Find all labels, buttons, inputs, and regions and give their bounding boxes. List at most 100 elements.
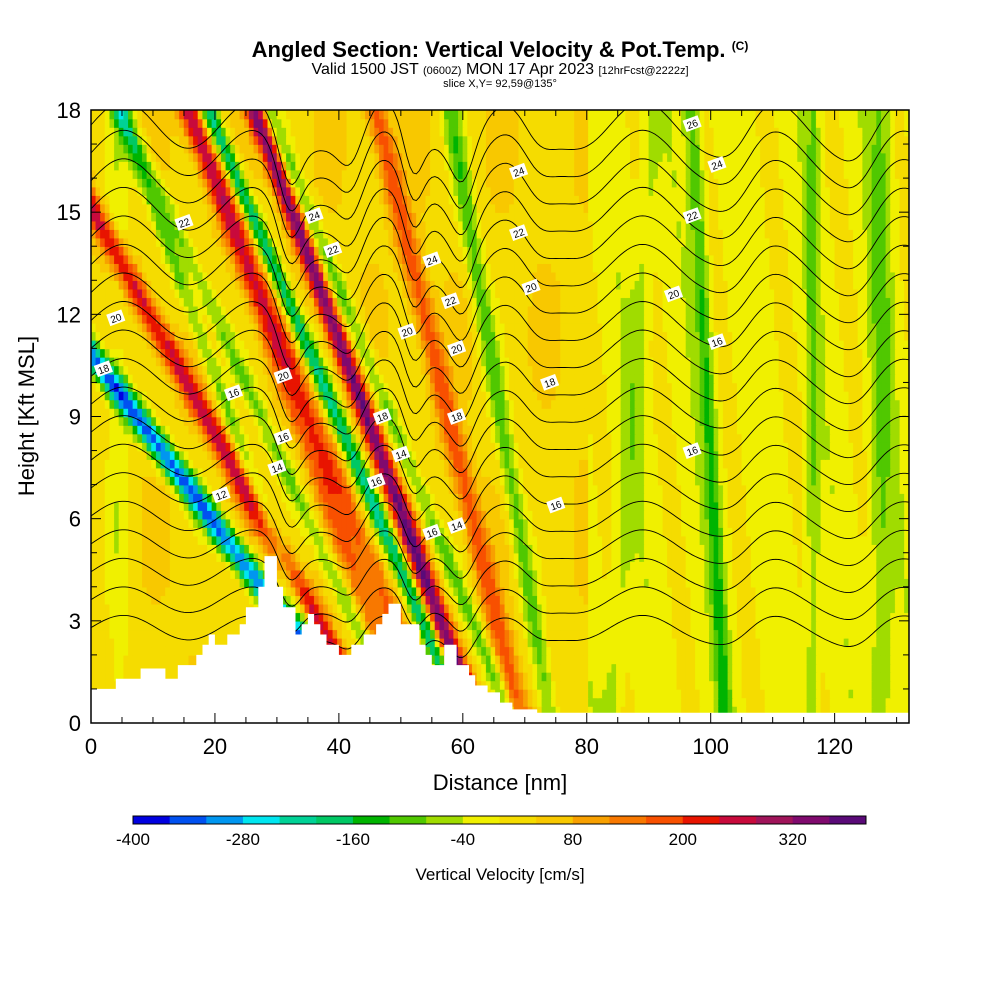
field-cell	[462, 561, 469, 571]
field-cell	[704, 697, 710, 707]
field-cell	[518, 578, 524, 588]
field-cell	[183, 595, 190, 605]
field-cell	[662, 629, 669, 639]
field-cell	[597, 492, 603, 503]
field-cell	[499, 518, 506, 528]
field-cell	[820, 492, 827, 503]
field-cell	[801, 629, 808, 639]
field-cell	[643, 518, 650, 528]
field-cell	[741, 561, 748, 571]
field-cell	[485, 569, 492, 580]
field-cell	[815, 697, 822, 707]
field-cell	[620, 663, 627, 673]
field-cell	[732, 544, 738, 554]
field-cell	[867, 671, 873, 682]
field-cell	[792, 518, 799, 528]
field-cell	[788, 646, 794, 656]
field-cell	[379, 535, 385, 545]
field-cell	[365, 518, 371, 528]
field-cell	[365, 501, 371, 511]
field-cell	[797, 697, 803, 707]
field-cell	[755, 629, 762, 639]
field-cell	[718, 646, 724, 656]
field-cell	[685, 697, 692, 707]
field-cell	[369, 595, 376, 605]
field-cell	[783, 620, 789, 631]
field-cell	[532, 637, 538, 648]
field-cell	[611, 569, 617, 580]
field-cell	[704, 663, 710, 673]
field-cell	[374, 603, 380, 614]
field-cell	[537, 688, 543, 699]
field-cell	[713, 595, 720, 605]
field-cell	[825, 688, 831, 699]
field-cell	[509, 492, 515, 503]
field-cell	[643, 578, 650, 588]
field-cell	[583, 629, 590, 639]
field-cell	[629, 629, 636, 639]
field-cell	[471, 518, 478, 528]
field-cell	[676, 688, 683, 699]
field-cell	[699, 603, 706, 614]
field-cell	[704, 595, 710, 605]
field-cell	[448, 586, 455, 597]
field-cell	[141, 509, 148, 520]
field-cell	[746, 535, 752, 545]
field-cell	[151, 518, 157, 528]
field-cell	[880, 595, 887, 605]
field-cell	[458, 492, 464, 503]
field-cell	[453, 552, 459, 562]
field-cell	[764, 637, 771, 648]
field-cell	[123, 663, 129, 673]
field-cell	[578, 527, 585, 537]
field-cell	[629, 697, 636, 707]
field-cell	[834, 569, 841, 580]
field-cell	[671, 586, 678, 597]
field-cell	[806, 552, 813, 562]
field-cell	[541, 484, 548, 494]
field-cell	[537, 586, 543, 597]
field-cell	[128, 475, 134, 486]
field-cell	[843, 671, 850, 682]
field-cell	[588, 637, 594, 648]
field-cell	[797, 671, 803, 682]
field-cell	[880, 544, 887, 554]
field-cell	[597, 680, 603, 690]
field-cell	[648, 595, 655, 605]
field-cell	[550, 561, 557, 571]
field-cell	[885, 544, 892, 554]
field-cell	[118, 620, 125, 631]
field-cell	[699, 518, 706, 528]
field-cell	[639, 544, 645, 554]
field-cell	[146, 654, 153, 665]
field-cell	[727, 629, 734, 639]
field-cell	[764, 561, 771, 571]
field-cell	[188, 612, 195, 622]
field-cell	[592, 697, 599, 707]
field-cell	[499, 603, 506, 614]
field-cell	[495, 544, 501, 554]
field-cell	[620, 646, 627, 656]
field-cell	[820, 612, 827, 622]
field-cell	[695, 518, 701, 528]
field-cell	[634, 688, 641, 699]
field-cell	[792, 612, 799, 622]
field-cell	[169, 501, 176, 511]
field-cell	[690, 595, 696, 605]
field-cell	[732, 671, 738, 682]
field-cell	[885, 629, 892, 639]
field-cell	[207, 552, 213, 562]
field-cell	[262, 492, 269, 503]
field-cell	[392, 578, 399, 588]
field-cell	[118, 578, 125, 588]
field-cell	[564, 671, 571, 682]
field-cell	[583, 697, 590, 707]
field-cell	[564, 509, 571, 520]
field-cell	[616, 492, 622, 503]
field-cell	[583, 561, 590, 571]
field-cell	[211, 620, 218, 631]
field-cell	[890, 680, 896, 690]
field-cell	[574, 603, 580, 614]
field-cell	[592, 680, 599, 690]
field-cell	[774, 646, 780, 656]
